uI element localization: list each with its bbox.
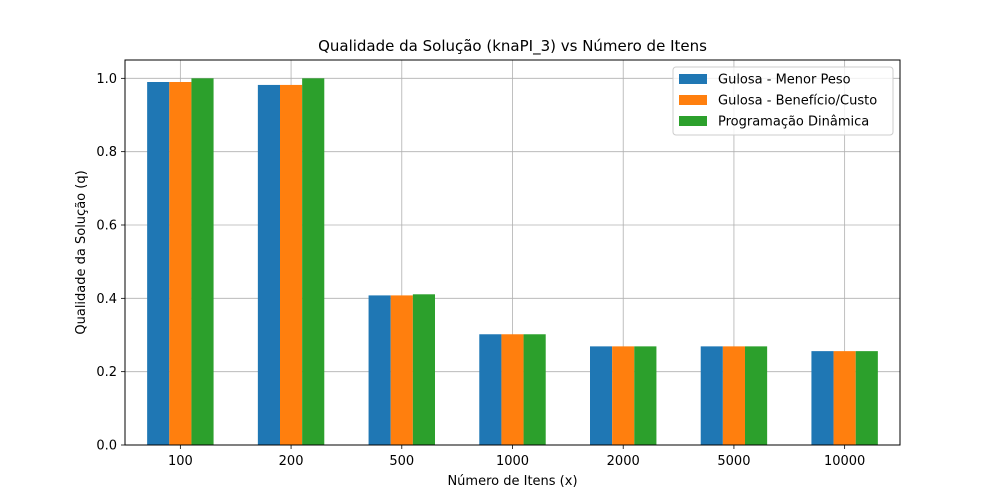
x-tick-label: 1000	[496, 454, 529, 469]
bar-series-1-100	[169, 82, 192, 445]
bar-series-1-10000	[833, 351, 856, 445]
bar-series-1-200	[280, 84, 303, 445]
bar-series-2-500	[412, 294, 435, 445]
legend-label: Gulosa - Benefício/Custo	[718, 94, 877, 109]
bars	[147, 78, 878, 445]
bar-series-0-10000	[811, 351, 834, 445]
bar-series-1-1000	[501, 334, 524, 445]
bar-series-2-100	[191, 78, 214, 445]
x-tick-label: 100	[168, 454, 193, 469]
x-axis-ticks: 100 200 500 1000 2000 5000 10000	[168, 445, 865, 469]
bar-series-0-200	[257, 84, 280, 445]
bar-series-0-100	[147, 82, 170, 445]
chart-title: Qualidade da Solução (knaPI_3) vs Número…	[318, 37, 707, 56]
bar-series-0-5000	[700, 346, 723, 445]
legend-swatch	[679, 95, 707, 105]
y-tick-label: 0.8	[96, 145, 117, 160]
y-tick-label: 0.6	[96, 219, 117, 234]
bar-series-1-500	[390, 295, 413, 445]
bar-series-0-2000	[590, 346, 613, 445]
bar-series-2-200	[302, 78, 325, 445]
x-tick-label: 10000	[824, 454, 865, 469]
x-axis-label: Número de Itens (x)	[447, 474, 577, 489]
y-tick-label: 0.0	[96, 439, 117, 454]
y-axis-label: Qualidade da Solução (q)	[74, 170, 89, 334]
x-tick-label: 200	[279, 454, 304, 469]
x-tick-label: 2000	[607, 454, 640, 469]
y-tick-label: 1.0	[96, 72, 117, 87]
bar-series-2-1000	[523, 334, 546, 445]
legend-swatch	[679, 74, 707, 84]
y-axis-ticks: 0.0 0.2 0.4 0.6 0.8 1.0	[96, 72, 125, 454]
x-tick-label: 500	[389, 454, 414, 469]
bar-series-1-5000	[722, 346, 745, 445]
legend-label: Programação Dinâmica	[718, 115, 869, 130]
y-tick-label: 0.2	[96, 365, 117, 380]
bar-series-0-500	[368, 295, 391, 445]
bar-series-2-5000	[745, 346, 768, 445]
legend: Gulosa - Menor Peso Gulosa - Benefício/Cu…	[672, 66, 894, 136]
bar-series-0-1000	[479, 334, 502, 445]
legend-label: Gulosa - Menor Peso	[718, 73, 851, 88]
bar-series-2-2000	[634, 346, 657, 445]
x-tick-label: 5000	[717, 454, 750, 469]
bar-series-1-2000	[612, 346, 635, 445]
y-tick-label: 0.4	[96, 292, 117, 307]
bar-series-2-10000	[855, 351, 878, 445]
legend-swatch	[679, 116, 707, 126]
legend-box	[672, 66, 894, 136]
